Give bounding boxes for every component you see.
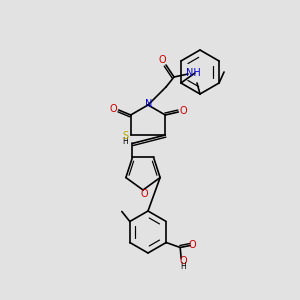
- Text: O: O: [140, 189, 148, 199]
- Text: H: H: [122, 137, 128, 146]
- Text: NH: NH: [186, 68, 200, 78]
- Polygon shape: [181, 50, 219, 94]
- Text: O: O: [188, 239, 196, 250]
- Text: S: S: [123, 131, 129, 141]
- Polygon shape: [130, 211, 166, 253]
- Text: O: O: [158, 55, 166, 65]
- Text: N: N: [145, 99, 153, 109]
- Text: H: H: [180, 262, 186, 271]
- Text: O: O: [179, 106, 187, 116]
- Text: O: O: [110, 104, 118, 114]
- Text: O: O: [179, 256, 187, 266]
